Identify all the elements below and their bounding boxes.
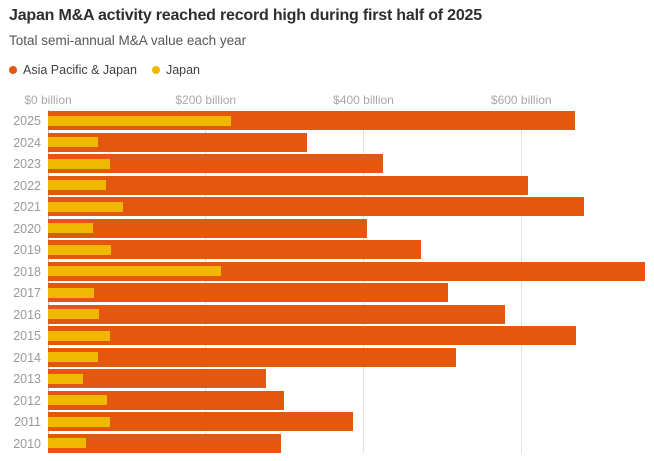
y-axis-label: 2011 [14,415,41,429]
chart-subtitle: Total semi-annual M&A value each year [9,33,247,48]
bar-japan [48,244,112,255]
bar-japan [48,309,100,319]
bar-asia-pacific-japan [48,433,282,453]
y-axis-label: 2022 [13,178,41,193]
bar-asia-pacific-japan [48,240,422,259]
chart-row: 2025 [0,111,654,130]
y-axis-label: 2017 [13,286,41,300]
legend-item-label: Japan [165,63,201,77]
chart-row: 2021 [0,197,654,216]
legend-item-asia-pacific-japan: Asia Pacific & Japan [9,63,137,77]
x-axis-tick-label: $0 billion [24,93,72,107]
y-axis-label: 2013 [13,372,41,386]
bar-asia-pacific-japan [48,218,367,238]
legend-dot-icon [9,66,17,74]
chart-row: 2018 [0,261,654,281]
x-axis-tick-label: $600 billion [490,93,552,107]
legend-item-japan: Japan [151,63,201,77]
y-axis-label: 2025 [13,114,41,128]
bar-asia-pacific-japan [48,197,585,216]
bar-asia-pacific-japan [48,347,456,367]
bar-japan [48,438,86,448]
chart-row: 2012 [0,390,654,410]
bar-japan [48,180,107,190]
bar-japan [48,266,221,276]
bar-asia-pacific-japan [48,175,528,195]
bar-asia-pacific-japan [48,154,384,173]
y-axis-line [47,110,49,453]
chart-row: 2024 [0,132,654,152]
bar-japan [48,158,111,169]
bar-asia-pacific-japan [48,369,266,388]
y-axis-label: 2012 [13,393,41,408]
chart-title: Japan M&A activity reached record high d… [9,7,482,24]
chart-row: 2014 [0,347,654,367]
y-axis-label: 2016 [13,307,41,322]
y-axis-label: 2014 [13,350,41,365]
bar-japan [48,416,110,427]
x-axis-tick-label: $400 billion [333,93,394,107]
bar-japan [48,287,94,298]
plot-area: 2025 2024 2023 2022 2021 2020 2019 2018 2017 2016… [0,110,654,455]
bar-asia-pacific-japan [48,283,448,302]
bar-asia-pacific-japan [48,132,307,152]
chart-row: 2023 [0,154,654,173]
legend-item-label: Asia Pacific & Japan [23,63,137,77]
bar-japan [48,137,99,147]
x-axis-tick-label: $200 billion [175,93,237,107]
y-axis-label: 2023 [13,157,41,171]
chart-row: 2016 [0,304,654,324]
y-axis-label: 2015 [13,329,41,343]
chart-row: 2013 [0,369,654,388]
chart-row: 2020 [0,218,654,238]
y-axis-label: 2019 [13,243,41,257]
gridline [520,110,522,453]
bar-japan [48,223,93,233]
chart-row: 2011 [0,412,654,431]
chart-row: 2010 [0,433,654,453]
gridline [363,110,364,453]
bar-japan [48,373,83,384]
chart-row: 2022 [0,175,654,195]
bar-japan [48,352,98,362]
bar-asia-pacific-japan [48,304,505,324]
bar-japan [48,330,111,341]
y-axis-label: 2018 [13,264,41,279]
chart-row: 2019 [0,240,654,259]
legend-dot-icon [151,66,160,74]
y-axis-label: 2020 [13,221,41,236]
y-axis-label: 2021 [13,200,41,214]
bar-asia-pacific-japan [48,326,576,345]
chart-row: 2017 [0,283,654,302]
legend: Asia Pacific & Japan Japan [9,63,200,77]
bar-japan [48,395,108,405]
bar-asia-pacific-japan [48,412,354,431]
bar-japan [48,201,123,212]
chart-row: 2015 [0,326,654,345]
y-axis-label: 2010 [13,436,41,451]
bar-japan [48,115,231,126]
y-axis-label: 2024 [13,135,41,150]
gridline [205,110,207,453]
